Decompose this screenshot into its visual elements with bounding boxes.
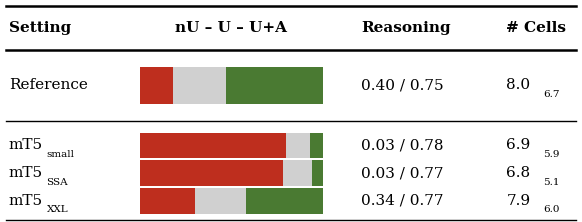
Text: mT5: mT5	[9, 138, 43, 153]
Bar	[312, 160, 323, 186]
Text: nU – U – U+A: nU – U – U+A	[175, 21, 288, 35]
Text: 5.9: 5.9	[543, 150, 559, 159]
Bar	[173, 67, 226, 104]
Bar	[140, 67, 173, 104]
Text: 0.34 / 0.77: 0.34 / 0.77	[361, 194, 443, 208]
Bar	[310, 133, 323, 158]
Text: XXL: XXL	[47, 205, 68, 214]
Text: mT5: mT5	[9, 194, 43, 208]
Text: 7.9: 7.9	[506, 194, 530, 208]
Bar	[140, 188, 194, 214]
Text: 5.1: 5.1	[543, 178, 559, 186]
Bar	[246, 188, 323, 214]
Text: 0.40 / 0.75: 0.40 / 0.75	[361, 78, 443, 93]
Text: 0.03 / 0.78: 0.03 / 0.78	[361, 138, 443, 153]
Text: Reference: Reference	[9, 78, 88, 93]
Text: SSA: SSA	[47, 178, 68, 186]
Text: small: small	[47, 150, 74, 159]
Text: mT5: mT5	[9, 166, 43, 180]
Text: 8.0: 8.0	[506, 78, 530, 93]
Text: Setting: Setting	[9, 21, 71, 35]
Text: 6.0: 6.0	[543, 205, 559, 214]
Text: 6.7: 6.7	[543, 90, 559, 99]
Text: 0.03 / 0.77: 0.03 / 0.77	[361, 166, 443, 180]
Bar	[140, 160, 283, 186]
Bar	[226, 67, 323, 104]
Bar	[283, 160, 312, 186]
Text: 6.9: 6.9	[506, 138, 531, 153]
Bar	[194, 188, 246, 214]
Bar	[140, 133, 286, 158]
Text: 6.8: 6.8	[506, 166, 530, 180]
Text: # Cells: # Cells	[506, 21, 566, 35]
Bar	[286, 133, 310, 158]
Text: Reasoning: Reasoning	[361, 21, 450, 35]
